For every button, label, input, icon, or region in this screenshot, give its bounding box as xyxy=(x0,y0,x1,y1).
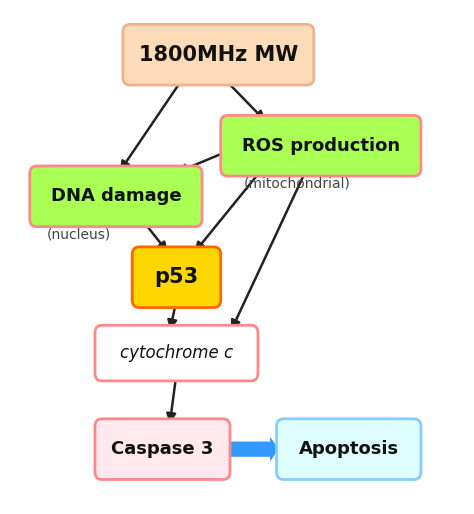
Text: (mitochondrial): (mitochondrial) xyxy=(244,177,351,191)
Text: Caspase 3: Caspase 3 xyxy=(111,440,214,458)
FancyBboxPatch shape xyxy=(277,419,421,480)
Text: cytochrome c: cytochrome c xyxy=(120,344,233,362)
Text: ROS production: ROS production xyxy=(242,137,400,155)
Text: Apoptosis: Apoptosis xyxy=(299,440,399,458)
FancyBboxPatch shape xyxy=(30,166,202,227)
FancyBboxPatch shape xyxy=(123,24,314,85)
Text: 1800MHz MW: 1800MHz MW xyxy=(139,45,298,65)
Text: DNA damage: DNA damage xyxy=(51,187,181,205)
FancyBboxPatch shape xyxy=(95,419,230,480)
FancyBboxPatch shape xyxy=(221,116,421,176)
FancyBboxPatch shape xyxy=(95,325,258,381)
Text: p53: p53 xyxy=(155,267,199,287)
FancyBboxPatch shape xyxy=(132,247,221,307)
Text: (nucleus): (nucleus) xyxy=(46,227,111,241)
